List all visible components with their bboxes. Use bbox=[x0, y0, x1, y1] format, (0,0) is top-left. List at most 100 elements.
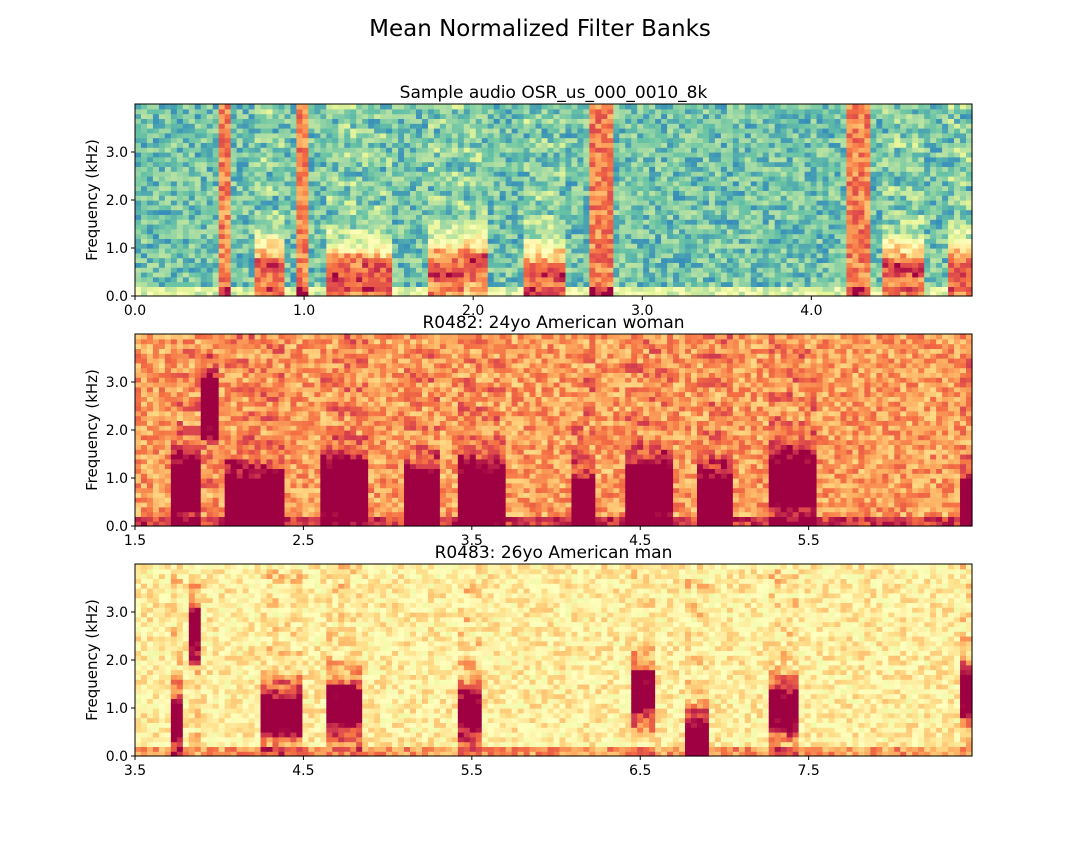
heatmap-cell bbox=[720, 161, 728, 167]
heatmap-cell bbox=[212, 132, 220, 139]
heatmap-cell bbox=[768, 200, 776, 206]
heatmap-cell bbox=[308, 243, 315, 249]
heatmap-cell bbox=[804, 267, 812, 273]
heatmap-cell bbox=[242, 142, 250, 148]
heatmap-cell bbox=[661, 132, 668, 139]
heatmap-cell bbox=[828, 281, 836, 287]
heatmap-cell bbox=[326, 233, 333, 239]
heatmap-cell bbox=[212, 281, 220, 287]
heatmap-cell bbox=[212, 171, 220, 177]
heatmap-cell bbox=[846, 291, 854, 297]
heatmap-cell bbox=[260, 142, 268, 148]
heatmap-cell bbox=[774, 276, 782, 283]
heatmap-cell bbox=[475, 233, 483, 239]
heatmap-cell bbox=[714, 224, 722, 230]
heatmap-cell bbox=[571, 156, 579, 163]
heatmap-cell bbox=[398, 200, 405, 206]
heatmap-cell bbox=[224, 252, 232, 259]
heatmap-cell bbox=[404, 291, 411, 297]
heatmap-cell bbox=[206, 276, 214, 283]
heatmap-cell bbox=[864, 248, 871, 254]
heatmap-cell bbox=[439, 228, 447, 235]
heatmap-cell bbox=[362, 171, 369, 177]
heatmap-cell bbox=[176, 252, 184, 259]
heatmap-cell bbox=[314, 185, 321, 191]
heatmap-cell bbox=[511, 228, 519, 235]
heatmap-cell bbox=[248, 262, 256, 268]
heatmap-cell bbox=[834, 113, 842, 119]
heatmap-cell bbox=[505, 156, 513, 163]
heatmap-cell bbox=[804, 257, 812, 263]
heatmap-cell bbox=[667, 166, 674, 172]
heatmap-cell bbox=[380, 156, 387, 163]
heatmap-cell bbox=[206, 166, 214, 172]
heatmap-cell bbox=[290, 128, 298, 134]
heatmap-cell bbox=[517, 219, 525, 225]
heatmap-cell bbox=[218, 209, 226, 215]
heatmap-cell bbox=[780, 176, 788, 182]
heatmap-cell bbox=[589, 252, 596, 259]
heatmap-cell bbox=[876, 180, 883, 187]
heatmap-cell bbox=[350, 185, 357, 191]
heatmap-cell bbox=[679, 219, 686, 225]
heatmap-cell bbox=[691, 118, 698, 124]
heatmap-cell bbox=[499, 243, 507, 249]
heatmap-cell bbox=[176, 281, 184, 287]
heatmap-cell bbox=[589, 176, 596, 182]
heatmap-cell bbox=[218, 166, 226, 172]
heatmap-cell bbox=[398, 219, 405, 225]
heatmap-cell bbox=[750, 228, 758, 235]
heatmap-cell bbox=[774, 176, 782, 182]
heatmap-cell bbox=[463, 252, 471, 259]
heatmap-cell bbox=[356, 276, 363, 283]
heatmap-cell bbox=[762, 219, 770, 225]
heatmap-cell bbox=[601, 286, 608, 292]
heatmap-cell bbox=[152, 185, 160, 191]
heatmap-cell bbox=[834, 267, 842, 273]
heatmap-cell bbox=[463, 104, 471, 110]
heatmap-cell bbox=[547, 132, 555, 139]
heatmap-cell bbox=[505, 190, 513, 196]
heatmap-cell bbox=[828, 291, 836, 297]
heatmap-cell bbox=[517, 180, 525, 187]
heatmap-cell bbox=[272, 147, 280, 153]
heatmap-cell bbox=[487, 262, 495, 268]
heatmap-cell bbox=[463, 108, 471, 115]
heatmap-cell bbox=[421, 257, 429, 263]
heatmap-cell bbox=[673, 161, 680, 167]
heatmap-cell bbox=[774, 137, 782, 143]
heatmap-cell bbox=[338, 291, 345, 297]
heatmap-cell bbox=[188, 267, 196, 273]
heatmap-cell bbox=[696, 142, 704, 148]
heatmap-cell bbox=[463, 128, 471, 134]
heatmap-cell bbox=[260, 161, 268, 167]
heatmap-cell bbox=[296, 267, 303, 273]
heatmap-cell bbox=[810, 219, 818, 225]
heatmap-cell bbox=[415, 161, 423, 167]
heatmap-cell bbox=[152, 104, 160, 110]
heatmap-cell bbox=[469, 209, 477, 215]
heatmap-cell bbox=[810, 190, 818, 196]
heatmap-cell bbox=[290, 243, 298, 249]
heatmap-cell bbox=[439, 118, 447, 124]
heatmap-cell bbox=[714, 123, 722, 129]
heatmap-cell bbox=[392, 104, 399, 110]
heatmap-cell bbox=[290, 219, 298, 225]
heatmap-cell bbox=[314, 233, 321, 239]
heatmap-cell bbox=[439, 195, 447, 201]
heatmap-cell bbox=[750, 219, 758, 225]
heatmap-cell bbox=[786, 161, 794, 167]
heatmap-cell bbox=[864, 209, 871, 215]
heatmap-cell bbox=[451, 142, 459, 148]
heatmap-cell bbox=[750, 209, 758, 215]
heatmap-cell bbox=[314, 166, 321, 172]
heatmap-cell bbox=[607, 137, 614, 143]
heatmap-cell bbox=[445, 228, 453, 235]
heatmap-cell bbox=[326, 190, 333, 196]
heatmap-cell bbox=[338, 156, 345, 163]
heatmap-cell bbox=[613, 156, 620, 163]
heatmap-cell bbox=[475, 248, 483, 254]
heatmap-cell bbox=[685, 281, 692, 287]
heatmap-cell bbox=[398, 257, 405, 263]
heatmap-cell bbox=[362, 200, 369, 206]
